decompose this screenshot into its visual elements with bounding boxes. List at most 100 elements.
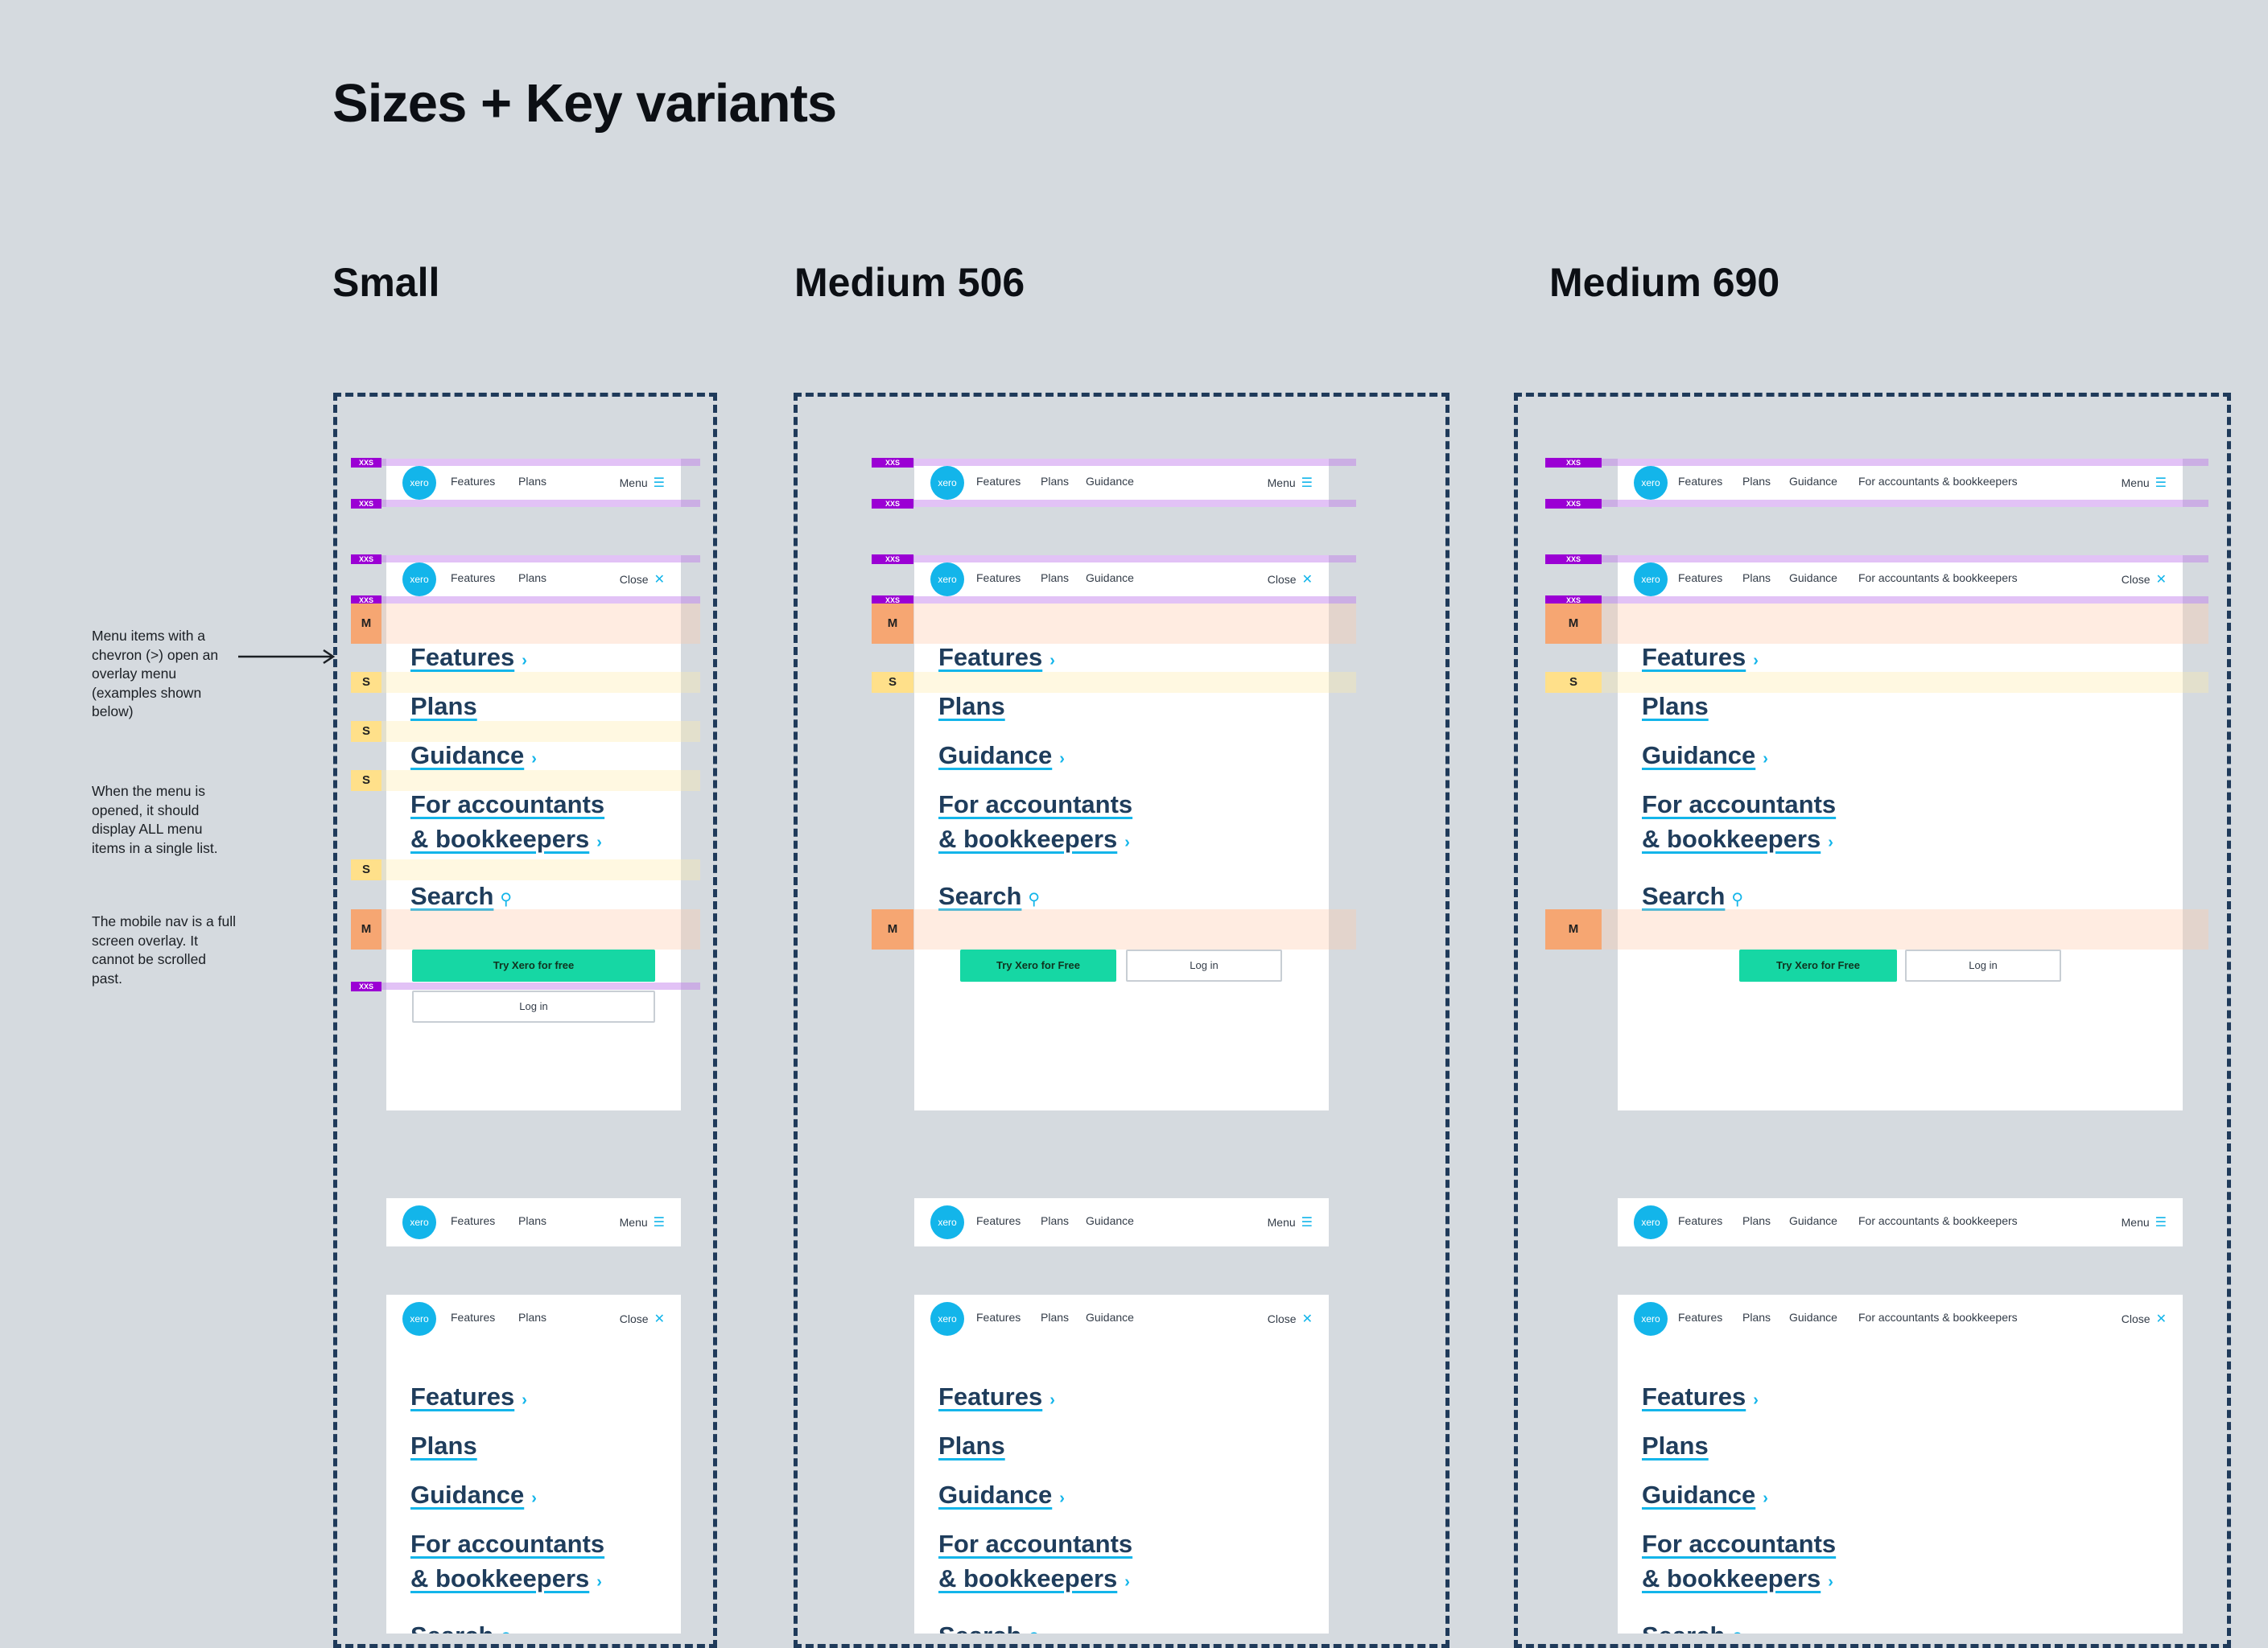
nav-link-guidance[interactable]: Guidance	[1789, 571, 1837, 584]
try-free-button[interactable]: Try Xero for Free	[960, 950, 1116, 982]
nav-link-features[interactable]: Features	[976, 475, 1021, 488]
nav-link-plans[interactable]: Plans	[518, 571, 547, 584]
close-button[interactable]: Close ✕	[1268, 571, 1313, 587]
nav-link-plans[interactable]: Plans	[518, 1214, 547, 1227]
xero-logo[interactable]: xero	[930, 466, 964, 500]
try-free-button[interactable]: Try Xero for free	[412, 950, 655, 982]
menu-item-guidance[interactable]: Guidance ›	[1642, 738, 1768, 777]
login-button[interactable]: Log in	[412, 991, 655, 1023]
nav-link-guidance[interactable]: Guidance	[1789, 1214, 1837, 1227]
menu-item-plans[interactable]: Plans	[938, 1428, 1005, 1463]
nav-link-plans[interactable]: Plans	[1041, 1311, 1070, 1324]
nav-link-features[interactable]: Features	[451, 1311, 496, 1324]
nav-link-guidance[interactable]: Guidance	[1789, 1311, 1837, 1324]
nav-link-features[interactable]: Features	[1678, 1214, 1723, 1227]
close-button[interactable]: Close ✕	[620, 1311, 665, 1327]
menu-item-search[interactable]: Search ⚲	[1642, 879, 1743, 917]
menu-item-accountants[interactable]: For accountants	[410, 1526, 604, 1561]
nav-link-plans[interactable]: Plans	[1742, 571, 1771, 584]
close-button[interactable]: Close ✕	[620, 571, 665, 587]
xero-logo[interactable]: xero	[930, 1302, 964, 1336]
nav-link-features[interactable]: Features	[451, 1214, 496, 1227]
menu-item-guidance[interactable]: Guidance ›	[410, 738, 537, 777]
nav-link-accountants[interactable]: For accountants & bookkeepers	[1858, 571, 2018, 584]
nav-link-features[interactable]: Features	[1678, 571, 1723, 584]
nav-link-accountants[interactable]: For accountants & bookkeepers	[1858, 475, 2018, 488]
nav-link-features[interactable]: Features	[976, 1214, 1021, 1227]
nav-link-features[interactable]: Features	[1678, 1311, 1723, 1324]
xero-logo[interactable]: xero	[402, 562, 436, 596]
close-button[interactable]: Close ✕	[1268, 1311, 1313, 1327]
menu-item-search[interactable]: Search ⚲	[1642, 1618, 1743, 1634]
xero-logo[interactable]: xero	[402, 1302, 436, 1336]
xero-logo[interactable]: xero	[402, 466, 436, 500]
menu-item-search[interactable]: Search ⚲	[410, 879, 512, 917]
menu-item-features[interactable]: Features ›	[410, 640, 527, 678]
menu-item-plans[interactable]: Plans	[410, 689, 477, 723]
menu-item-accountants-line2[interactable]: & bookkeepers ›	[938, 1561, 1130, 1600]
menu-item-accountants-line2[interactable]: & bookkeepers ›	[938, 822, 1130, 860]
menu-item-search[interactable]: Search ⚲	[938, 879, 1040, 917]
menu-button[interactable]: Menu ☰	[1268, 1214, 1313, 1230]
menu-item-guidance[interactable]: Guidance ›	[410, 1477, 537, 1516]
close-button[interactable]: Close ✕	[2122, 1311, 2167, 1327]
nav-link-guidance[interactable]: Guidance	[1086, 475, 1134, 488]
nav-link-plans[interactable]: Plans	[1742, 475, 1771, 488]
menu-item-guidance[interactable]: Guidance ›	[1642, 1477, 1768, 1516]
menu-item-accountants[interactable]: For accountants	[1642, 1526, 1836, 1561]
menu-item-features[interactable]: Features ›	[1642, 1379, 1759, 1418]
try-free-button[interactable]: Try Xero for Free	[1739, 950, 1897, 982]
xero-logo[interactable]: xero	[402, 1205, 436, 1239]
nav-link-plans[interactable]: Plans	[518, 475, 547, 488]
menu-item-accountants[interactable]: For accountants	[1642, 787, 1836, 822]
nav-link-accountants[interactable]: For accountants & bookkeepers	[1858, 1214, 2018, 1227]
menu-button[interactable]: Menu ☰	[620, 1214, 665, 1230]
nav-link-plans[interactable]: Plans	[1742, 1311, 1771, 1324]
nav-link-guidance[interactable]: Guidance	[1789, 475, 1837, 488]
menu-item-plans[interactable]: Plans	[1642, 689, 1709, 723]
login-button[interactable]: Log in	[1905, 950, 2061, 982]
nav-link-guidance[interactable]: Guidance	[1086, 571, 1134, 584]
xero-logo[interactable]: xero	[1634, 466, 1668, 500]
close-button[interactable]: Close ✕	[2122, 571, 2167, 587]
menu-item-accountants-line2[interactable]: & bookkeepers ›	[1642, 1561, 1833, 1600]
nav-link-features[interactable]: Features	[451, 475, 496, 488]
nav-link-guidance[interactable]: Guidance	[1086, 1214, 1134, 1227]
menu-button[interactable]: Menu ☰	[2122, 475, 2167, 491]
menu-item-features[interactable]: Features ›	[410, 1379, 527, 1418]
nav-link-guidance[interactable]: Guidance	[1086, 1311, 1134, 1324]
xero-logo[interactable]: xero	[1634, 1205, 1668, 1239]
xero-logo[interactable]: xero	[930, 562, 964, 596]
menu-item-plans[interactable]: Plans	[410, 1428, 477, 1463]
menu-item-search[interactable]: Search ⚲	[938, 1618, 1040, 1634]
nav-link-features[interactable]: Features	[976, 1311, 1021, 1324]
menu-item-features[interactable]: Features ›	[938, 640, 1055, 678]
nav-link-features[interactable]: Features	[976, 571, 1021, 584]
menu-button[interactable]: Menu ☰	[2122, 1214, 2167, 1230]
menu-item-accountants-line2[interactable]: & bookkeepers ›	[410, 1561, 602, 1600]
menu-item-accountants-line2[interactable]: & bookkeepers ›	[410, 822, 602, 860]
menu-button[interactable]: Menu ☰	[620, 475, 665, 491]
menu-item-search[interactable]: Search ⚲	[410, 1618, 512, 1634]
xero-logo[interactable]: xero	[1634, 1302, 1668, 1336]
menu-button[interactable]: Menu ☰	[1268, 475, 1313, 491]
nav-link-plans[interactable]: Plans	[1041, 571, 1070, 584]
xero-logo[interactable]: xero	[1634, 562, 1668, 596]
nav-link-plans[interactable]: Plans	[518, 1311, 547, 1324]
menu-item-accountants[interactable]: For accountants	[410, 787, 604, 822]
menu-item-accountants-line2[interactable]: & bookkeepers ›	[1642, 822, 1833, 860]
menu-item-plans[interactable]: Plans	[938, 689, 1005, 723]
nav-link-plans[interactable]: Plans	[1041, 1214, 1070, 1227]
login-button[interactable]: Log in	[1126, 950, 1282, 982]
menu-item-guidance[interactable]: Guidance ›	[938, 1477, 1065, 1516]
nav-link-plans[interactable]: Plans	[1041, 475, 1070, 488]
menu-item-plans[interactable]: Plans	[1642, 1428, 1709, 1463]
menu-item-accountants[interactable]: For accountants	[938, 1526, 1132, 1561]
nav-link-features[interactable]: Features	[451, 571, 496, 584]
nav-link-plans[interactable]: Plans	[1742, 1214, 1771, 1227]
xero-logo[interactable]: xero	[930, 1205, 964, 1239]
nav-link-accountants[interactable]: For accountants & bookkeepers	[1858, 1311, 2018, 1324]
menu-item-features[interactable]: Features ›	[938, 1379, 1055, 1418]
menu-item-features[interactable]: Features ›	[1642, 640, 1759, 678]
menu-item-accountants[interactable]: For accountants	[938, 787, 1132, 822]
